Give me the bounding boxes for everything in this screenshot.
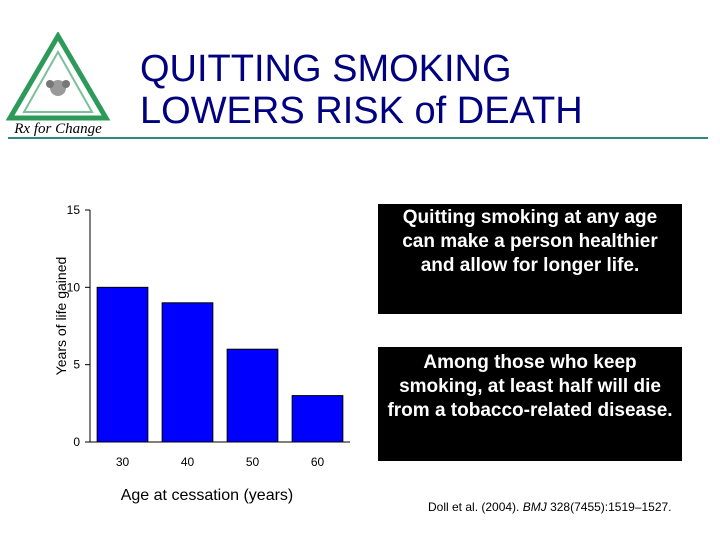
bar-50 [226, 348, 279, 443]
bar-30 [96, 286, 149, 443]
y-tick-label: 15 [67, 203, 81, 217]
title-divider [8, 137, 708, 139]
x-axis-label: Age at cessation (years) [121, 487, 294, 504]
y-axis-label: Years of life gained [53, 257, 69, 376]
y-tick-label: 10 [67, 280, 81, 294]
citation-authors: Doll et al. (2004). [428, 500, 520, 514]
logo-text: Rx for Change [13, 121, 102, 137]
bar-40 [161, 302, 214, 443]
callout-risk: Among those who keep smoking, at least h… [378, 347, 682, 461]
title-line-2: LOWERS RISK of DEATH [140, 90, 583, 132]
rx-for-change-logo: Rx for Change [6, 32, 110, 137]
slide-title: QUITTING SMOKING LOWERS RISK of DEATH [140, 48, 583, 132]
bar-60 [291, 395, 344, 443]
x-tick-label: 50 [246, 455, 260, 469]
y-tick-label: 0 [73, 435, 80, 449]
citation-journal: BMJ [522, 500, 547, 514]
x-tick-label: 30 [116, 455, 130, 469]
title-line-1: QUITTING SMOKING [140, 48, 512, 90]
citation: Doll et al. (2004). BMJ 328(7455):1519–1… [428, 500, 672, 514]
citation-details: 328(7455):1519–1527. [550, 500, 672, 514]
bar-chart: 0 5 10 15 30 40 50 60 Years of life gained Age… [53, 203, 350, 504]
x-tick-label: 60 [311, 455, 325, 469]
callout-benefit: Quitting smoking at any age can make a p… [378, 204, 682, 314]
x-tick-label: 40 [181, 455, 195, 469]
y-tick-label: 5 [73, 358, 80, 372]
